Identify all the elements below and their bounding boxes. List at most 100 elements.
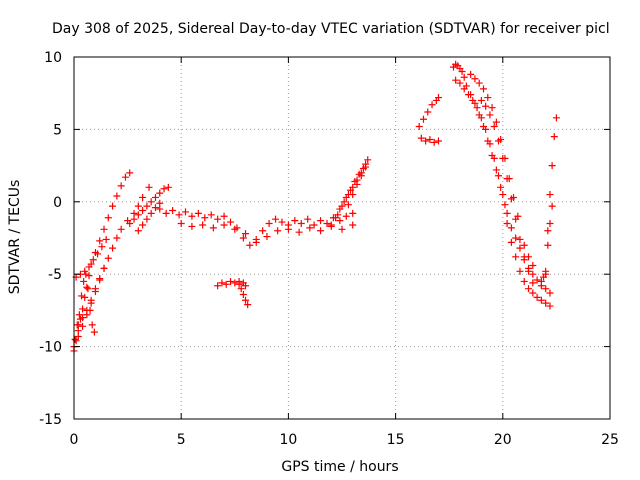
data-point xyxy=(422,137,430,145)
data-point xyxy=(209,224,217,232)
data-point xyxy=(482,102,490,110)
data-point xyxy=(492,118,500,126)
y-tick-label: 10 xyxy=(44,50,62,66)
data-point xyxy=(342,193,350,201)
y-tick-label: -10 xyxy=(39,340,62,356)
data-point xyxy=(175,211,183,219)
data-point xyxy=(467,70,475,78)
data-point xyxy=(542,285,550,293)
data-point xyxy=(452,76,460,84)
data-point xyxy=(516,267,524,275)
data-point xyxy=(458,67,466,75)
data-point xyxy=(218,279,226,287)
data-point xyxy=(544,241,552,249)
data-point xyxy=(497,183,505,191)
data-point xyxy=(188,212,196,220)
data-point xyxy=(83,283,91,291)
data-point xyxy=(239,234,247,242)
data-point xyxy=(525,285,533,293)
data-point xyxy=(291,217,299,225)
data-point xyxy=(227,218,235,226)
data-point xyxy=(488,104,496,112)
data-point xyxy=(104,254,112,262)
data-point xyxy=(244,301,252,309)
data-point xyxy=(139,206,147,214)
data-point xyxy=(79,322,87,330)
data-point xyxy=(512,215,520,223)
data-point xyxy=(160,185,168,193)
data-point xyxy=(104,214,112,222)
data-point xyxy=(460,73,468,81)
data-point xyxy=(113,234,121,242)
data-point xyxy=(96,237,104,245)
x-tick-label: 25 xyxy=(601,432,619,448)
data-point xyxy=(349,221,357,229)
data-point xyxy=(98,243,106,251)
data-point xyxy=(490,123,498,131)
data-point xyxy=(87,296,95,304)
data-point xyxy=(503,220,511,228)
data-point xyxy=(417,134,425,142)
data-point xyxy=(520,241,528,249)
data-point xyxy=(473,104,481,112)
data-point xyxy=(529,262,537,270)
data-point xyxy=(460,85,468,93)
data-point xyxy=(177,220,185,228)
data-point xyxy=(109,202,117,210)
data-point xyxy=(259,227,267,235)
data-point xyxy=(272,215,280,223)
data-point xyxy=(434,137,442,145)
data-point xyxy=(507,238,515,246)
data-point xyxy=(336,217,344,225)
data-point xyxy=(85,263,93,271)
data-point xyxy=(546,220,554,228)
data-point xyxy=(199,221,207,229)
data-point xyxy=(548,162,556,170)
data-point xyxy=(79,314,87,322)
data-point xyxy=(507,195,515,203)
data-point xyxy=(151,193,159,201)
data-point xyxy=(156,205,164,213)
data-point xyxy=(503,175,511,183)
data-point xyxy=(130,215,138,223)
data-point xyxy=(156,189,164,197)
data-point xyxy=(338,202,346,210)
data-point xyxy=(499,191,507,199)
data-point xyxy=(310,221,318,229)
data-point xyxy=(246,241,254,249)
data-point xyxy=(121,173,129,181)
data-point xyxy=(83,306,91,314)
data-point xyxy=(520,256,528,264)
data-point xyxy=(482,125,490,133)
data-point xyxy=(242,296,250,304)
data-point xyxy=(503,209,511,217)
x-tick-label: 20 xyxy=(494,432,512,448)
data-point xyxy=(520,277,528,285)
data-point xyxy=(415,123,423,131)
data-point xyxy=(79,305,87,313)
x-tick-label: 10 xyxy=(279,432,297,448)
data-point xyxy=(134,211,142,219)
data-point xyxy=(492,166,500,174)
data-point xyxy=(334,211,342,219)
data-point xyxy=(145,183,153,191)
data-point xyxy=(235,280,243,288)
data-point xyxy=(143,215,151,223)
data-point xyxy=(486,140,494,148)
data-point xyxy=(552,114,560,122)
data-point xyxy=(201,214,209,222)
data-point xyxy=(525,264,533,272)
data-point xyxy=(537,277,545,285)
plot-frame xyxy=(73,56,611,420)
data-point xyxy=(464,91,472,99)
data-point xyxy=(529,289,537,297)
data-point xyxy=(362,163,370,171)
data-point xyxy=(242,282,250,290)
data-point xyxy=(480,85,488,93)
data-point xyxy=(96,275,104,283)
data-point xyxy=(126,169,134,177)
grid xyxy=(74,57,610,419)
data-point xyxy=(89,256,97,264)
data-point xyxy=(495,172,503,180)
data-point xyxy=(81,293,89,301)
